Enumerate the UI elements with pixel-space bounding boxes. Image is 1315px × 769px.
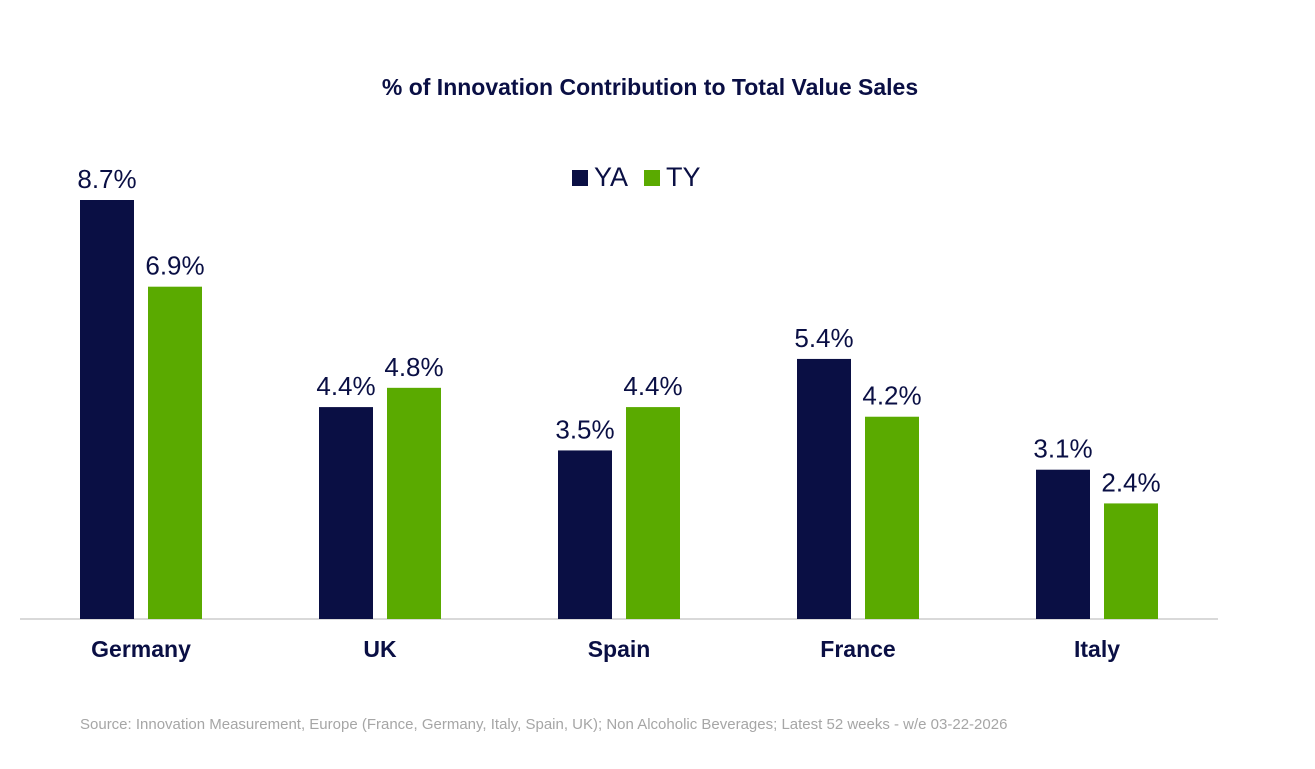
bar-ty-uk: [387, 387, 441, 619]
legend-swatch-ty: [644, 169, 661, 186]
legend-item-ty: TY: [644, 162, 701, 193]
bar-ty-france: [865, 416, 919, 619]
category-label-italy: Italy: [1074, 636, 1120, 662]
source-note: Source: Innovation Measurement, Europe (…: [80, 716, 1008, 733]
bar-chart: 8.7% 6.9% Germany 4.4% 4.8% UK 3.5% 4.4% Spain 5.…: [20, 164, 1218, 662]
category-label-uk: UK: [363, 636, 397, 662]
data-label-ty-italy: 2.4%: [1101, 467, 1160, 497]
bar-ty-germany: [148, 286, 202, 619]
legend-label-ya: YA: [594, 162, 629, 192]
legend-swatch-ya: [572, 169, 588, 186]
data-label-ya-spain: 3.5%: [555, 414, 614, 444]
data-label-ty-france: 4.2%: [862, 381, 921, 411]
bar-ty-italy: [1104, 503, 1158, 619]
bar-ya-italy: [1036, 469, 1090, 619]
bar-ya-germany: [80, 200, 134, 619]
bar-ty-spain: [626, 407, 680, 619]
chart-title: % of Innovation Contribution to Total Va…: [381, 74, 919, 100]
data-label-ty-uk: 4.8%: [384, 352, 443, 382]
bar-ya-spain: [558, 450, 612, 619]
data-label-ty-germany: 6.9%: [145, 251, 204, 281]
legend: YA TY: [572, 162, 717, 193]
category-label-france: France: [820, 636, 895, 662]
bar-ya-france: [797, 358, 851, 619]
category-label-spain: Spain: [588, 636, 651, 662]
data-label-ya-germany: 8.7%: [77, 164, 136, 194]
legend-item-ya: YA: [572, 162, 628, 193]
legend-label-ty: TY: [666, 162, 701, 192]
data-label-ya-uk: 4.4%: [316, 371, 375, 401]
bar-ya-uk: [319, 407, 373, 619]
category-label-germany: Germany: [91, 636, 191, 662]
data-label-ty-spain: 4.4%: [623, 371, 682, 401]
data-label-ya-france: 5.4%: [794, 323, 853, 353]
data-label-ya-italy: 3.1%: [1033, 434, 1092, 464]
